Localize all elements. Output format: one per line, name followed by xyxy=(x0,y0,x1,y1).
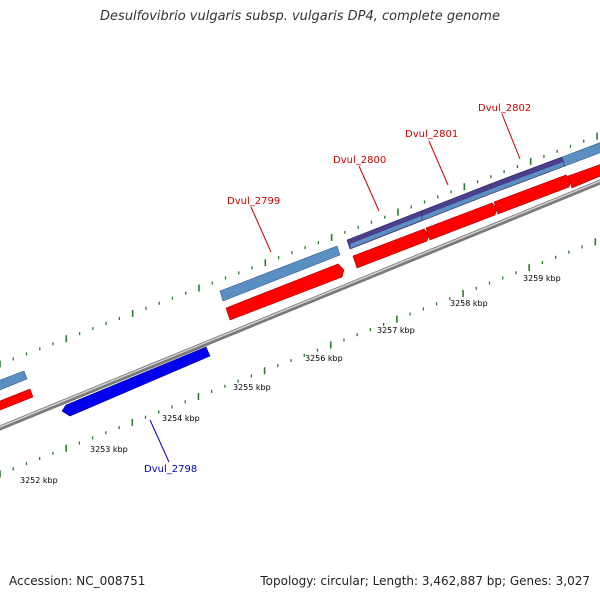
gene-feature-forward-right[interactable] xyxy=(561,139,600,167)
kbp-label-3259: 3259 kbp xyxy=(523,274,561,283)
kbp-label-3257: 3257 kbp xyxy=(377,326,415,335)
gene-feature-dvul-2798[interactable] xyxy=(61,346,211,417)
leader-dvul-2802 xyxy=(501,113,521,160)
gene-feature-red-2799[interactable] xyxy=(225,263,345,321)
accession-text: Accession: NC_008751 xyxy=(9,574,146,588)
leader-dvul-2800 xyxy=(358,165,380,212)
kbp-label-3255: 3255 kbp xyxy=(233,383,271,392)
map-title: Desulfovibrio vulgaris subsp. vulgaris D… xyxy=(100,9,500,24)
upper-tick-row xyxy=(0,132,598,368)
label-dvul-2801[interactable]: Dvul_2801 xyxy=(405,129,458,140)
leader-dvul-2799 xyxy=(250,206,272,253)
kbp-label-3252: 3252 kbp xyxy=(20,476,58,485)
forward-genes xyxy=(0,139,600,394)
kbp-labels: 3252 kbp 3253 kbp 3254 kbp 3255 kbp 3256… xyxy=(20,274,561,485)
leader-dvul-2798 xyxy=(149,419,170,463)
gene-feature-dvul-2801b[interactable] xyxy=(422,189,492,220)
gene-feature-dvul-2802b[interactable] xyxy=(491,162,564,193)
reverse-genes-red xyxy=(0,161,600,414)
label-dvul-2802[interactable]: Dvul_2802 xyxy=(478,103,531,114)
gene-feature-red-right[interactable] xyxy=(567,161,600,189)
gene-feature-forward-left[interactable] xyxy=(0,370,28,394)
label-dvul-2800[interactable]: Dvul_2800 xyxy=(333,155,386,166)
gene-feature-red-left[interactable] xyxy=(0,388,34,414)
gene-leader-lines xyxy=(149,113,521,463)
label-dvul-2799[interactable]: Dvul_2799 xyxy=(227,196,280,207)
kbp-label-3253: 3253 kbp xyxy=(90,445,128,454)
gene-feature-red-2801[interactable] xyxy=(425,202,498,241)
backbone-outer xyxy=(0,179,600,431)
kbp-label-3258: 3258 kbp xyxy=(450,299,488,308)
leader-dvul-2801 xyxy=(428,140,449,186)
gene-labels: Dvul_2798 Dvul_2799 Dvul_2800 Dvul_2801 … xyxy=(144,103,531,475)
kbp-label-3256: 3256 kbp xyxy=(305,354,343,363)
backbone-inner xyxy=(0,180,600,428)
lower-tick-row xyxy=(0,238,597,478)
gene-feature-dvul-2800b[interactable] xyxy=(350,216,422,248)
label-dvul-2798[interactable]: Dvul_2798 xyxy=(144,464,197,475)
gene-feature-red-2800[interactable] xyxy=(352,228,430,269)
kbp-label-3254: 3254 kbp xyxy=(162,414,200,423)
gene-feature-red-2802[interactable] xyxy=(493,174,572,215)
genome-summary-text: Topology: circular; Length: 3,462,887 bp… xyxy=(260,574,590,588)
gene-feature-dvul-2799[interactable] xyxy=(219,245,341,302)
